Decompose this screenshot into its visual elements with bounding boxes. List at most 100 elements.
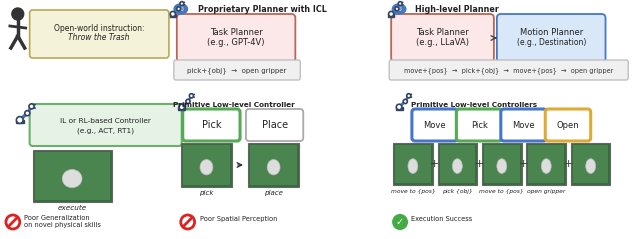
Bar bbox=[527, 143, 566, 185]
Text: Primitive Low-level Controller: Primitive Low-level Controller bbox=[173, 102, 295, 108]
Bar bbox=[35, 152, 109, 200]
Text: (e.g., Destination): (e.g., Destination) bbox=[516, 38, 586, 47]
Ellipse shape bbox=[174, 4, 188, 14]
Ellipse shape bbox=[497, 159, 507, 174]
FancyBboxPatch shape bbox=[497, 14, 605, 62]
Ellipse shape bbox=[200, 159, 213, 175]
Bar bbox=[250, 145, 298, 185]
Text: Poor Generalization
on novel physical skills: Poor Generalization on novel physical sk… bbox=[24, 215, 100, 228]
Text: execute: execute bbox=[58, 205, 87, 211]
Text: Move: Move bbox=[423, 120, 446, 130]
Text: (e.g., LLaVA): (e.g., LLaVA) bbox=[416, 38, 469, 47]
Text: move to {pos}: move to {pos} bbox=[390, 189, 435, 194]
Text: ◎◎: ◎◎ bbox=[177, 6, 185, 11]
Bar bbox=[482, 143, 522, 185]
Text: Primitive Low-level Controllers: Primitive Low-level Controllers bbox=[411, 102, 537, 108]
Text: +: + bbox=[519, 159, 528, 169]
Circle shape bbox=[186, 99, 190, 103]
Bar bbox=[395, 145, 431, 183]
Ellipse shape bbox=[586, 159, 596, 174]
Circle shape bbox=[6, 215, 20, 229]
FancyBboxPatch shape bbox=[29, 104, 182, 146]
FancyBboxPatch shape bbox=[29, 10, 169, 58]
Bar bbox=[388, 14, 394, 16]
Text: move to {pos}: move to {pos} bbox=[479, 189, 524, 194]
Bar bbox=[170, 14, 176, 16]
Bar bbox=[33, 150, 111, 202]
Bar bbox=[393, 143, 433, 185]
Circle shape bbox=[180, 215, 195, 229]
Circle shape bbox=[393, 215, 407, 229]
Text: Throw the Trash: Throw the Trash bbox=[68, 33, 129, 42]
FancyBboxPatch shape bbox=[391, 14, 494, 62]
Text: Move: Move bbox=[512, 120, 535, 130]
Text: place: place bbox=[264, 190, 283, 196]
Bar bbox=[179, 107, 185, 110]
Text: Place: Place bbox=[262, 120, 287, 130]
Text: Open-world instruction:: Open-world instruction: bbox=[54, 24, 144, 33]
Text: Proprietary Planner with ICL: Proprietary Planner with ICL bbox=[198, 5, 326, 14]
Text: pick {obj}: pick {obj} bbox=[442, 189, 473, 194]
FancyBboxPatch shape bbox=[501, 109, 547, 141]
Text: move+{pos}  →  pick+{obj}  →  move+{pos}  →  open gripper: move+{pos} → pick+{obj} → move+{pos} → o… bbox=[404, 67, 613, 74]
Text: Task Planner: Task Planner bbox=[210, 28, 262, 37]
Text: IL or RL-based Controller: IL or RL-based Controller bbox=[60, 118, 151, 124]
FancyBboxPatch shape bbox=[174, 60, 300, 80]
Text: Task Planner: Task Planner bbox=[416, 28, 469, 37]
Bar bbox=[573, 145, 609, 183]
Bar bbox=[438, 143, 477, 185]
Text: (e.g., GPT-4V): (e.g., GPT-4V) bbox=[207, 38, 265, 47]
Circle shape bbox=[25, 111, 30, 116]
Circle shape bbox=[189, 94, 193, 98]
FancyBboxPatch shape bbox=[545, 109, 591, 141]
Ellipse shape bbox=[392, 4, 406, 14]
Ellipse shape bbox=[408, 159, 418, 174]
Bar bbox=[529, 145, 564, 183]
Bar bbox=[15, 120, 24, 123]
Text: Pick: Pick bbox=[470, 120, 488, 130]
FancyBboxPatch shape bbox=[389, 60, 628, 80]
Text: High-level Planner: High-level Planner bbox=[415, 5, 499, 14]
Circle shape bbox=[12, 8, 24, 20]
Circle shape bbox=[180, 2, 184, 5]
Circle shape bbox=[403, 99, 408, 103]
Text: Open: Open bbox=[557, 120, 579, 130]
Ellipse shape bbox=[541, 159, 551, 174]
Text: (e.g., ACT, RT1): (e.g., ACT, RT1) bbox=[77, 127, 134, 134]
Text: pick: pick bbox=[199, 190, 214, 196]
Circle shape bbox=[29, 104, 34, 109]
Text: +: + bbox=[430, 159, 439, 169]
Ellipse shape bbox=[452, 159, 462, 174]
Circle shape bbox=[170, 11, 175, 16]
FancyBboxPatch shape bbox=[183, 109, 240, 141]
Bar bbox=[183, 145, 230, 185]
Circle shape bbox=[396, 104, 402, 110]
Circle shape bbox=[398, 2, 402, 5]
Text: +: + bbox=[563, 159, 573, 169]
Text: Execution Success: Execution Success bbox=[411, 216, 472, 222]
Ellipse shape bbox=[62, 169, 82, 188]
Text: Motion Planner: Motion Planner bbox=[520, 28, 583, 37]
Bar bbox=[248, 143, 300, 187]
Bar bbox=[440, 145, 475, 183]
Circle shape bbox=[388, 11, 394, 16]
Circle shape bbox=[177, 7, 180, 11]
Circle shape bbox=[406, 94, 411, 98]
Circle shape bbox=[179, 104, 184, 110]
Text: Pick: Pick bbox=[202, 120, 221, 130]
Bar bbox=[571, 143, 611, 185]
Ellipse shape bbox=[267, 159, 280, 175]
Bar bbox=[484, 145, 520, 183]
Text: +: + bbox=[474, 159, 484, 169]
Text: ◎◎: ◎◎ bbox=[395, 6, 403, 11]
FancyBboxPatch shape bbox=[246, 109, 303, 141]
Text: pick+{obj}  →  open gripper: pick+{obj} → open gripper bbox=[188, 67, 287, 74]
Text: ✓: ✓ bbox=[396, 217, 404, 227]
FancyBboxPatch shape bbox=[412, 109, 458, 141]
Circle shape bbox=[17, 117, 23, 123]
Bar bbox=[396, 107, 403, 110]
FancyBboxPatch shape bbox=[456, 109, 502, 141]
Bar bbox=[180, 143, 232, 187]
Text: open gripper: open gripper bbox=[527, 189, 565, 194]
FancyBboxPatch shape bbox=[177, 14, 295, 62]
